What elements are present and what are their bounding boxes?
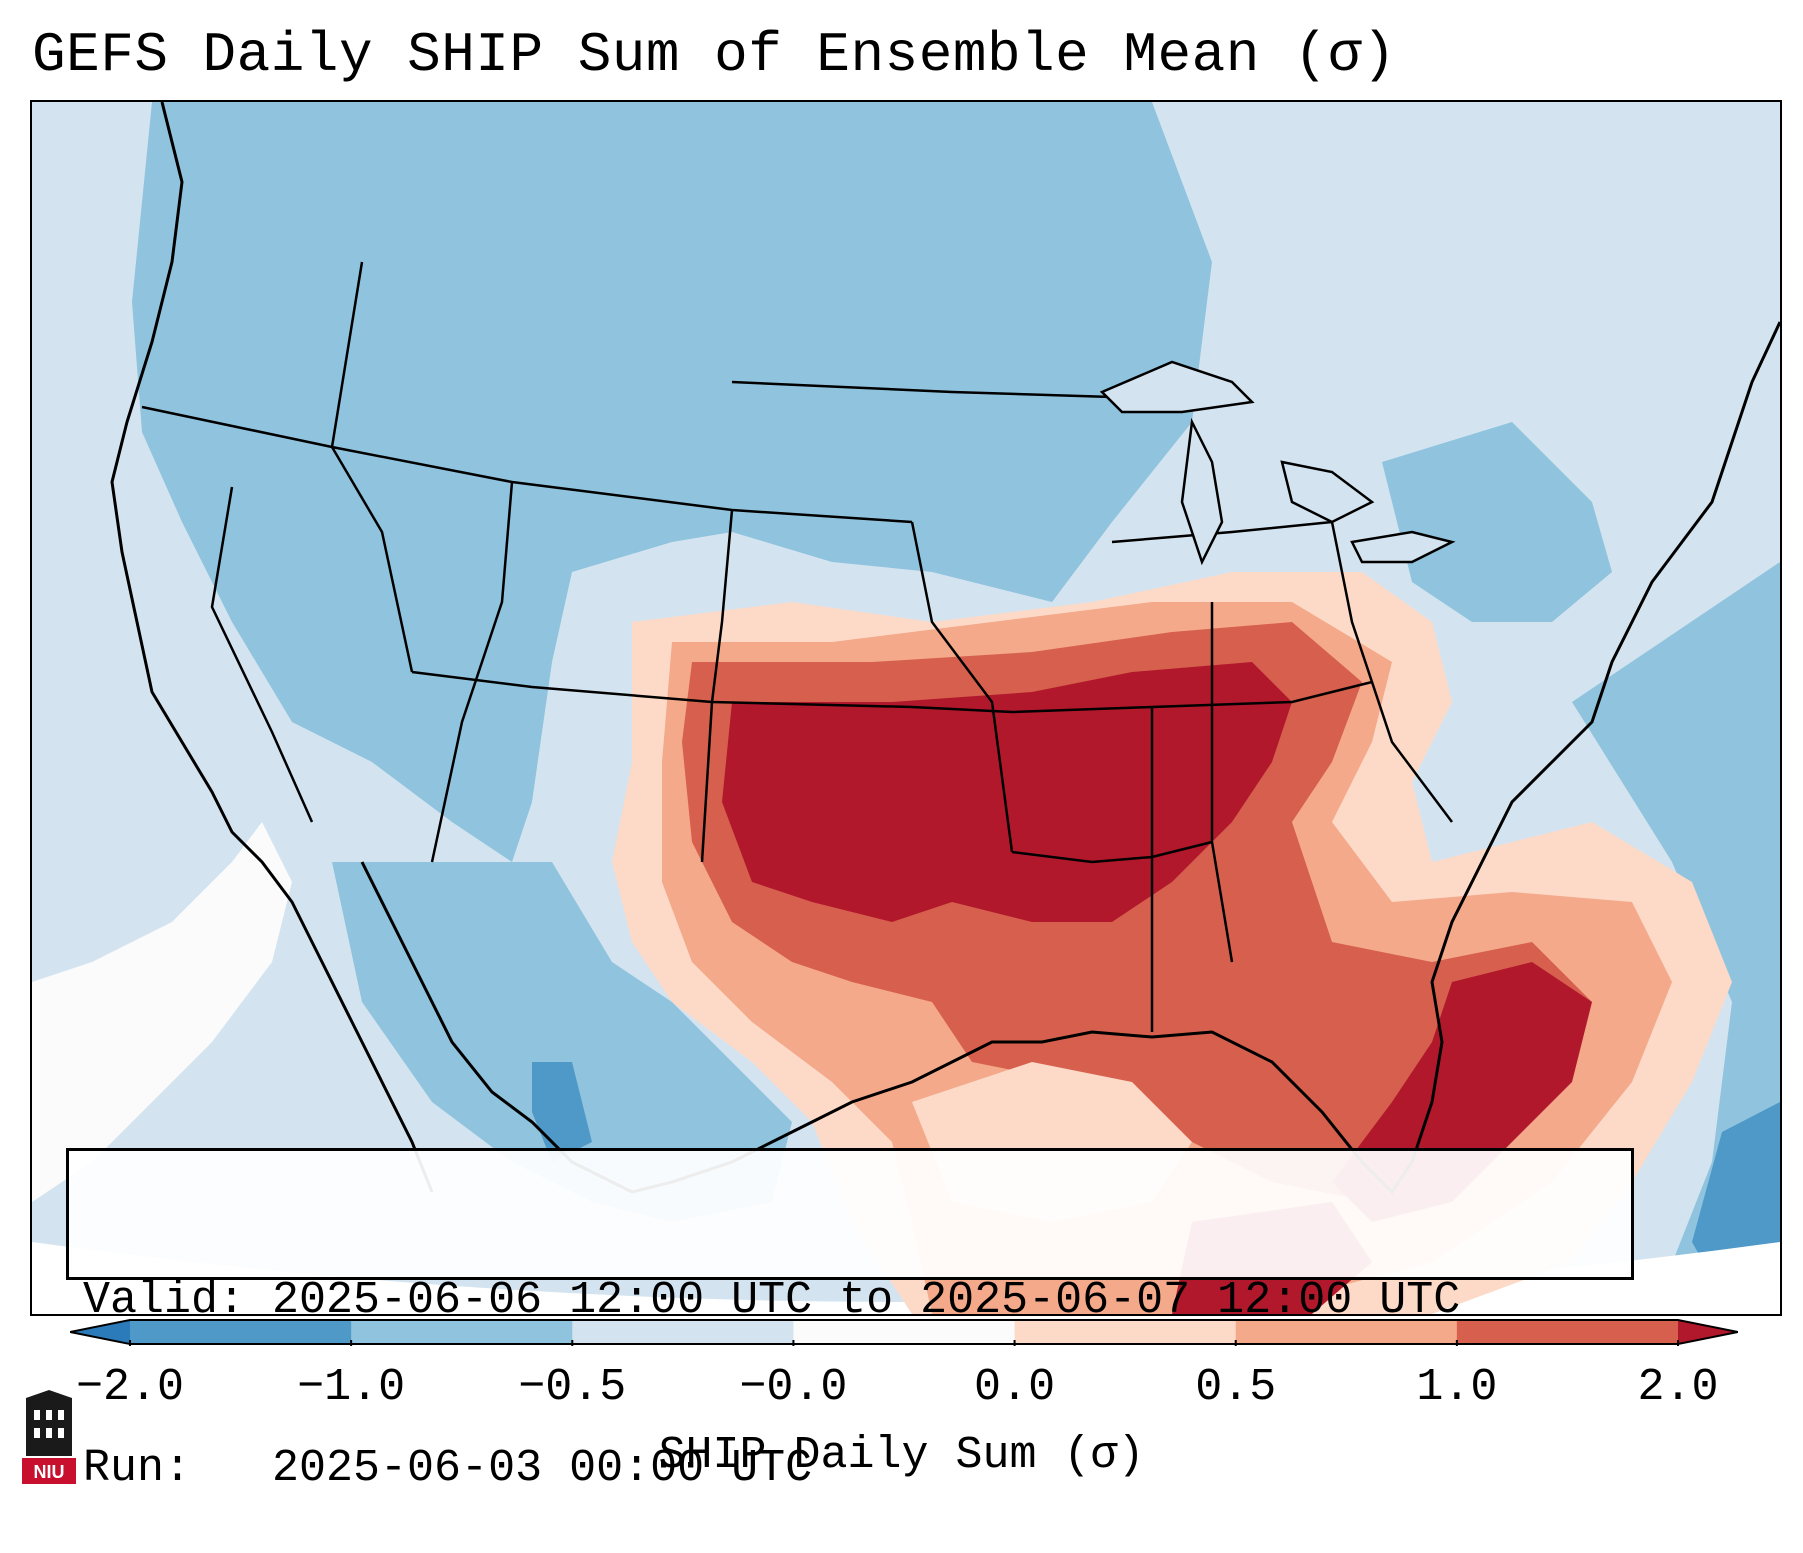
map-panel xyxy=(30,100,1782,1316)
colorbar-bin xyxy=(1014,1320,1237,1344)
map-canvas xyxy=(32,102,1780,1314)
field-pacific-white xyxy=(32,822,292,1202)
colorbar-tick-label: 0.5 xyxy=(1195,1362,1277,1413)
logo-text: NIU xyxy=(34,1462,65,1482)
valid-run-info-box: Valid: 2025-06-06 12:00 UTC to 2025-06-0… xyxy=(66,1148,1634,1494)
colorbar-label: SHIP Daily Sum (σ) xyxy=(658,1430,1145,1481)
colorbar-tick-label: −0.0 xyxy=(739,1362,848,1413)
field-texas-blue xyxy=(332,862,792,1222)
colorbar-bin xyxy=(1456,1320,1679,1344)
colorbar-tick-label: −1.0 xyxy=(297,1362,406,1413)
colorbar-tick-label: 1.0 xyxy=(1416,1362,1498,1413)
colorbar-bin xyxy=(1235,1320,1458,1344)
colorbar-tick-label: 0.0 xyxy=(974,1362,1056,1413)
colorbar xyxy=(70,1319,1738,1346)
field-west-blue xyxy=(132,102,1212,862)
colorbar-bin xyxy=(130,1320,352,1344)
colorbar-extend-min xyxy=(70,1320,130,1344)
colorbar-bin xyxy=(351,1320,573,1344)
colorbar-tick-label: −2.0 xyxy=(75,1362,185,1413)
great-lakes xyxy=(1099,360,1456,566)
colorbar-bin xyxy=(793,1320,1016,1344)
colorbar-extend-max xyxy=(1678,1320,1738,1344)
field-atlantic-blue xyxy=(1572,562,1780,1314)
run-time-text: Run: 2025-06-03 00:00 UTC xyxy=(83,1443,813,1494)
colorbar-bin xyxy=(572,1320,794,1344)
field-northeast-blue xyxy=(1382,422,1612,622)
colorbar-tick-label: 2.0 xyxy=(1637,1362,1719,1413)
chart-title: GEFS Daily SHIP Sum of Ensemble Mean (σ) xyxy=(32,23,1397,87)
valid-time-text: Valid: 2025-06-06 12:00 UTC to 2025-06-0… xyxy=(83,1275,1461,1326)
niu-logo: NIU xyxy=(22,1390,76,1484)
state-boundaries xyxy=(141,261,1453,1032)
colorbar-tick-labels: −2.0 −1.0 −0.5 −0.0 0.0 0.5 1.0 2.0 xyxy=(0,1360,1803,1420)
colorbar-tick-label: −0.5 xyxy=(518,1362,627,1413)
